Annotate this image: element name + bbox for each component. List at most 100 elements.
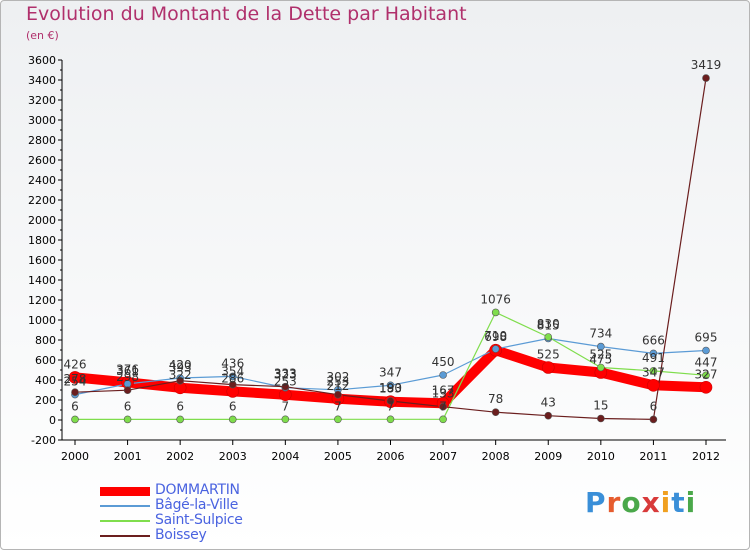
data-label: 666: [642, 333, 665, 347]
data-point: [386, 381, 395, 390]
data-label: 212: [326, 379, 349, 393]
data-point: [702, 74, 710, 82]
data-label: 323: [274, 368, 297, 382]
data-point: [176, 415, 184, 424]
data-point: [439, 402, 447, 411]
data-point: [649, 415, 658, 424]
y-tick-label: 2200: [28, 194, 56, 207]
data-point: [597, 363, 605, 372]
data-label: 436: [221, 356, 244, 370]
data-point: [544, 411, 553, 420]
data-point: [68, 371, 82, 384]
x-tick-label: 2012: [692, 450, 720, 463]
data-label: 6: [176, 399, 184, 413]
data-label: 254: [64, 375, 87, 389]
data-label: 491: [642, 351, 665, 365]
data-point: [439, 371, 447, 379]
data-point: [491, 408, 500, 417]
data-point: [649, 367, 658, 375]
y-tick-label: 2000: [28, 214, 56, 227]
data-label: 15: [593, 399, 608, 413]
data-label: 710: [484, 329, 507, 343]
x-tick-label: 2009: [534, 450, 562, 463]
data-label: 7: [334, 399, 342, 413]
x-tick-label: 2011: [639, 450, 667, 463]
data-label: 7: [439, 399, 447, 413]
y-tick-label: 600: [35, 354, 56, 367]
proxiti-logo: Proxiti: [585, 486, 696, 519]
legend-label: Boissey: [155, 527, 207, 543]
data-point: [699, 380, 713, 394]
data-label: 447: [695, 355, 718, 369]
data-point: [491, 308, 500, 317]
x-tick-label: 2005: [324, 450, 352, 463]
data-label: 695: [695, 331, 718, 345]
data-point: [386, 397, 395, 405]
y-tick-label: 1000: [28, 314, 56, 327]
data-label: 286: [221, 371, 244, 385]
data-label: 525: [537, 348, 560, 362]
y-tick-label: 800: [35, 334, 56, 347]
data-label: 183: [379, 382, 402, 396]
data-point: [334, 415, 342, 424]
data-label: 698: [484, 330, 507, 344]
x-tick-label: 2002: [166, 450, 194, 463]
data-point: [386, 415, 395, 424]
data-point: [281, 382, 290, 391]
y-tick-label: 2600: [28, 154, 56, 167]
data-point: [702, 346, 710, 355]
data-label: 6: [71, 399, 79, 413]
data-label: 426: [64, 357, 87, 371]
data-label: 525: [589, 348, 612, 362]
data-point: [176, 376, 184, 385]
chart-series: [68, 74, 713, 424]
data-label: 333: [274, 367, 297, 381]
data-label: 830: [537, 317, 560, 331]
y-tick-label: 2800: [28, 134, 56, 147]
data-label: 167: [432, 383, 455, 397]
data-point: [281, 415, 290, 424]
data-label: 1076: [480, 292, 511, 306]
y-tick-label: 1200: [28, 294, 56, 307]
legend-swatch: [100, 535, 150, 537]
y-tick-label: 3000: [28, 114, 56, 127]
data-point: [541, 361, 555, 374]
data-label: 6: [229, 399, 237, 413]
data-label: 815: [537, 319, 560, 333]
data-point: [123, 386, 132, 395]
data-point: [228, 415, 237, 424]
data-point: [702, 371, 710, 380]
data-label: 327: [695, 367, 718, 381]
data-label: 347: [379, 365, 402, 379]
legend-swatch: [100, 486, 150, 496]
x-tick-label: 2003: [219, 450, 247, 463]
x-tick-label: 2010: [587, 450, 615, 463]
legend-swatch: [100, 505, 150, 507]
data-label: 298: [116, 370, 139, 384]
data-label: 133: [432, 387, 455, 401]
data-label: 43: [541, 396, 556, 410]
y-tick-label: 400: [35, 374, 56, 387]
x-tick-label: 2008: [482, 450, 510, 463]
x-tick-label: 2007: [429, 450, 457, 463]
legend-label: DOMMARTIN: [155, 482, 240, 498]
data-label: 450: [432, 355, 455, 369]
data-label: 190: [379, 381, 402, 395]
logo-letter: P: [585, 486, 607, 519]
data-label: 322: [169, 368, 192, 382]
data-label: 420: [169, 358, 192, 372]
data-label: 302: [326, 370, 349, 384]
legend-label: Saint-Sulpice: [155, 512, 243, 528]
data-point: [597, 342, 605, 351]
chart-subtitle: (en €): [26, 29, 59, 42]
data-label: 475: [589, 353, 612, 367]
data-point: [123, 415, 132, 424]
data-label: 253: [326, 375, 349, 389]
legend-swatch: [100, 520, 150, 522]
data-label: 7: [282, 399, 290, 413]
y-tick-label: 1400: [28, 274, 56, 287]
data-point: [544, 333, 553, 341]
